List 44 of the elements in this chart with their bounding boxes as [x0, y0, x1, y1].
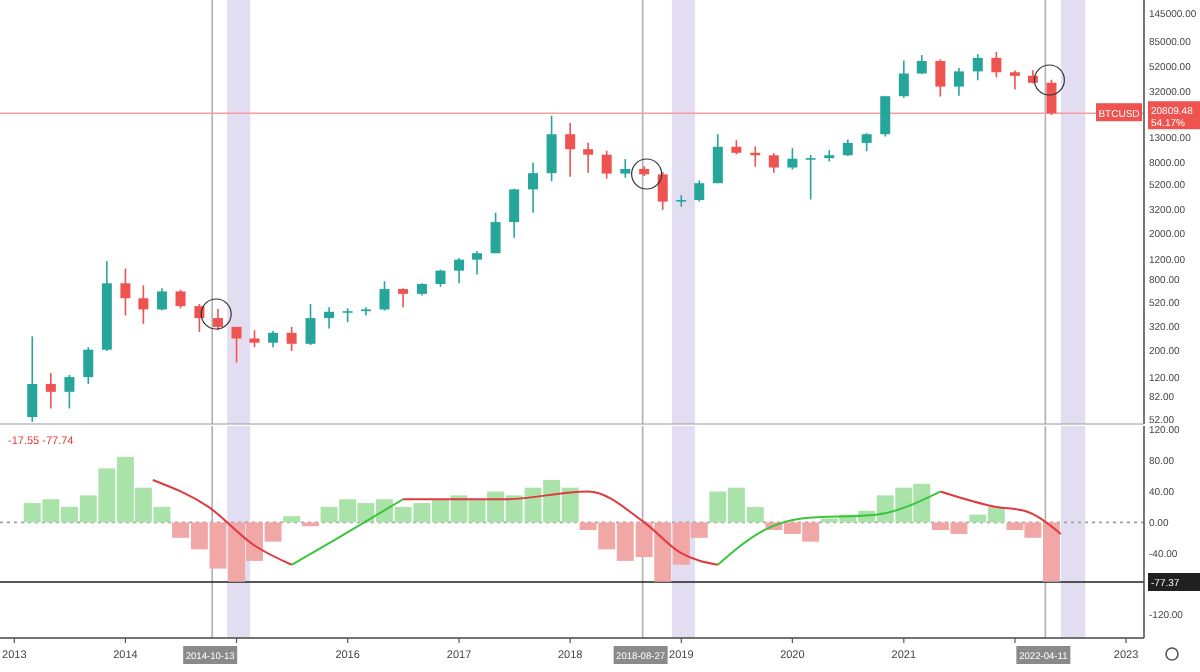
- candlestick: [212, 308, 223, 331]
- candlestick: [898, 59, 909, 99]
- candlestick: [156, 287, 167, 312]
- candlestick: [509, 188, 520, 239]
- candlestick: [120, 267, 131, 317]
- candlestick: [676, 194, 687, 208]
- candlestick: [657, 171, 668, 211]
- candlestick: [546, 114, 557, 183]
- candlestick: [45, 372, 56, 410]
- candlestick: [601, 149, 612, 180]
- candlestick: [972, 53, 983, 82]
- candlestick: [712, 133, 723, 185]
- candlestick: [787, 147, 798, 171]
- candlestick: [231, 326, 242, 364]
- candlestick: [528, 161, 539, 214]
- candlestick: [286, 326, 297, 352]
- candlestick: [991, 51, 1002, 79]
- bar: [283, 516, 301, 523]
- candlestick: [805, 154, 816, 201]
- candlestick: [472, 250, 483, 276]
- candlestick: [490, 211, 501, 255]
- candlestick: [953, 67, 964, 97]
- candlestick: [305, 303, 316, 346]
- candlestick: [454, 257, 465, 285]
- candlestick: [880, 94, 891, 138]
- candlestick: [379, 280, 390, 312]
- candlestick: [935, 58, 946, 98]
- candlestick: [861, 132, 872, 153]
- candlestick: [398, 287, 409, 309]
- candlestick: [175, 289, 186, 310]
- candlestick: [916, 54, 927, 75]
- candlestick: [768, 152, 779, 174]
- candlestick: [138, 284, 149, 325]
- candlestick: [1046, 78, 1057, 116]
- candlestick: [583, 141, 594, 174]
- candlestick: [1009, 69, 1020, 91]
- candlestick: [565, 122, 576, 178]
- candlestick: [360, 306, 371, 317]
- candlestick: [620, 158, 631, 179]
- candlestick: [64, 374, 75, 410]
- candlestick: [694, 179, 705, 203]
- candlestick: [27, 335, 38, 423]
- candlestick: [83, 346, 94, 385]
- candlestick: [324, 306, 335, 330]
